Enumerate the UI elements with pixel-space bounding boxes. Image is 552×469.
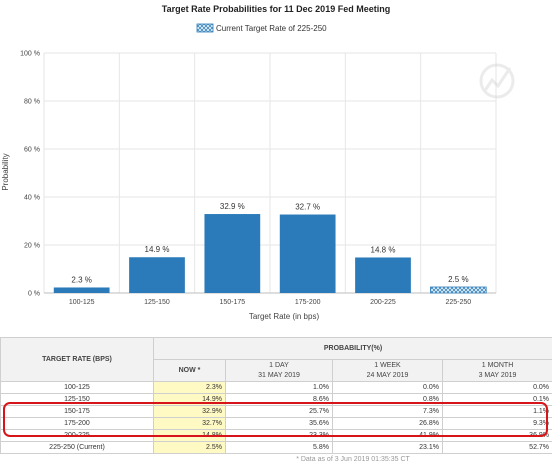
bar-value-label: 32.9 % xyxy=(220,202,245,211)
now-cell: 14.9% xyxy=(153,393,226,406)
x-axis-title: Target Rate (in bps) xyxy=(249,312,320,321)
x-tick-label: 125-150 xyxy=(144,299,170,306)
one-day-cell: 23.3% xyxy=(225,429,333,442)
now-cell: 2.3% xyxy=(153,381,226,394)
x-axis-ticks: 100-125 125-150 150-175 175-200 200-225 225-2… xyxy=(69,299,471,306)
x-tick-label: 175-200 xyxy=(295,299,321,306)
column-header-1-week: 1 WEEK 24 MAY 2019 xyxy=(332,359,443,382)
now-cell: 14.8% xyxy=(153,429,226,442)
now-cell: 2.5% xyxy=(153,441,226,454)
one-day-cell: 35.6% xyxy=(225,417,333,430)
one-week-cell: 7.3% xyxy=(332,405,443,418)
target-range-cell: 200-225 xyxy=(0,429,154,442)
table-row: 200-225 14.8% 23.3% 41.9% 36.9% xyxy=(0,429,552,442)
bar-value-label: 14.8 % xyxy=(371,245,396,254)
target-range-cell: 100-125 xyxy=(0,381,154,394)
bar[interactable] xyxy=(53,287,110,293)
table-note-row: * Data as of 3 Jun 2019 01:35:35 CT xyxy=(1,454,552,466)
one-day-cell: 5.8% xyxy=(225,441,333,454)
data-labels: 2.3 % 14.9 % 32.9 % 32.7 % 14.8 % 2.5 % xyxy=(71,202,468,284)
data-timestamp-note: * Data as of 3 Jun 2019 01:35:35 CT xyxy=(296,455,410,463)
target-range-cell: 225-250 (Current) xyxy=(0,441,154,454)
now-cell: 32.9% xyxy=(153,405,226,418)
bar[interactable] xyxy=(279,214,336,293)
table-row: 225-250 (Current) 2.5% 5.8% 23.1% 52.7% xyxy=(0,441,552,454)
target-range-cell: 175-200 xyxy=(0,417,154,430)
x-tick-label: 225-250 xyxy=(445,299,471,306)
legend-swatch xyxy=(196,23,214,33)
one-day-cell: 25.7% xyxy=(225,405,333,418)
column-label: 1 WEEK xyxy=(374,361,401,369)
one-week-cell: 41.9% xyxy=(332,429,443,442)
table-row: 150-175 32.9% 25.7% 7.3% 1.1% xyxy=(0,405,552,418)
column-header-1-month: 1 MONTH 3 MAY 2019 xyxy=(441,359,552,382)
y-tick-label: 60 % xyxy=(24,147,40,154)
bar[interactable] xyxy=(129,257,185,293)
bar[interactable] xyxy=(204,214,261,293)
target-range-cell: 150-175 xyxy=(0,405,154,418)
table-row: 175-200 32.7% 35.6% 26.8% 9.3% xyxy=(0,417,552,430)
probability-table: TARGET RATE (BPS) PROBABILITY(%) NOW * 1… xyxy=(0,337,552,465)
y-tick-label: 20 % xyxy=(24,243,40,250)
one-month-cell: 52.7% xyxy=(441,441,552,454)
y-axis-title: Probability xyxy=(1,153,10,190)
bar-value-label: 14.9 % xyxy=(145,245,170,254)
one-week-cell: 0.8% xyxy=(332,393,443,406)
bar-value-label: 32.7 % xyxy=(295,203,320,212)
column-header-1-day: 1 DAY 31 MAY 2019 xyxy=(225,359,333,382)
bar-value-label: 2.5 % xyxy=(448,275,468,284)
now-cell: 32.7% xyxy=(153,417,226,430)
x-tick-label: 200-225 xyxy=(370,299,396,306)
column-label: 1 MONTH xyxy=(481,361,514,369)
target-rate-header: TARGET RATE (BPS) xyxy=(0,337,154,382)
column-header-now: NOW * xyxy=(153,359,226,382)
one-month-cell: 0.0% xyxy=(441,381,552,394)
column-date: 31 MAY 2019 xyxy=(258,371,300,379)
note-spacer xyxy=(1,454,154,466)
column-date: 24 MAY 2019 xyxy=(366,371,409,379)
one-day-cell: 1.0% xyxy=(225,381,333,394)
target-range-cell: 125-150 xyxy=(0,393,154,406)
one-week-cell: 23.1% xyxy=(332,441,443,454)
one-day-cell: 8.6% xyxy=(225,393,333,406)
one-month-cell: 9.3% xyxy=(441,417,552,430)
one-month-cell: 1.1% xyxy=(441,405,552,418)
bar-value-label: 2.3 % xyxy=(71,275,91,284)
table-row: 125-150 14.9% 8.6% 0.8% 0.1% xyxy=(0,393,552,406)
one-week-cell: 0.0% xyxy=(332,381,443,394)
y-axis-ticks: 0 % 20 % 40 % 60 % 80 % 100 % xyxy=(20,51,40,298)
chart-legend[interactable]: Current Target Rate of 225-250 xyxy=(196,23,327,33)
column-label: 1 DAY xyxy=(269,361,289,369)
legend-label: Current Target Rate of 225-250 xyxy=(216,24,327,33)
bars xyxy=(53,214,487,294)
y-tick-label: 80 % xyxy=(24,99,40,106)
y-tick-label: 100 % xyxy=(20,51,40,58)
x-tick-label: 150-175 xyxy=(219,299,245,306)
one-month-cell: 0.1% xyxy=(441,393,552,406)
probability-bar-chart: Target Rate Probabilities for 11 Dec 201… xyxy=(1,4,515,321)
y-tick-label: 40 % xyxy=(24,195,40,202)
column-date: 3 MAY 2019 xyxy=(478,371,517,379)
one-month-cell: 36.9% xyxy=(441,429,552,442)
column-label: NOW * xyxy=(178,366,201,374)
grid-lines xyxy=(43,52,497,294)
chart-title: Target Rate Probabilities for 11 Dec 201… xyxy=(162,4,390,14)
probability-header: PROBABILITY(%) xyxy=(152,337,552,360)
one-week-cell: 26.8% xyxy=(332,417,443,430)
x-tick-label: 100-125 xyxy=(69,299,95,306)
watermark-logo xyxy=(479,63,515,99)
bar-current-rate[interactable] xyxy=(430,286,487,294)
table-row: 100-125 2.3% 1.0% 0.0% 0.0% xyxy=(0,381,552,394)
bar[interactable] xyxy=(355,257,411,293)
y-tick-label: 0 % xyxy=(28,291,40,298)
